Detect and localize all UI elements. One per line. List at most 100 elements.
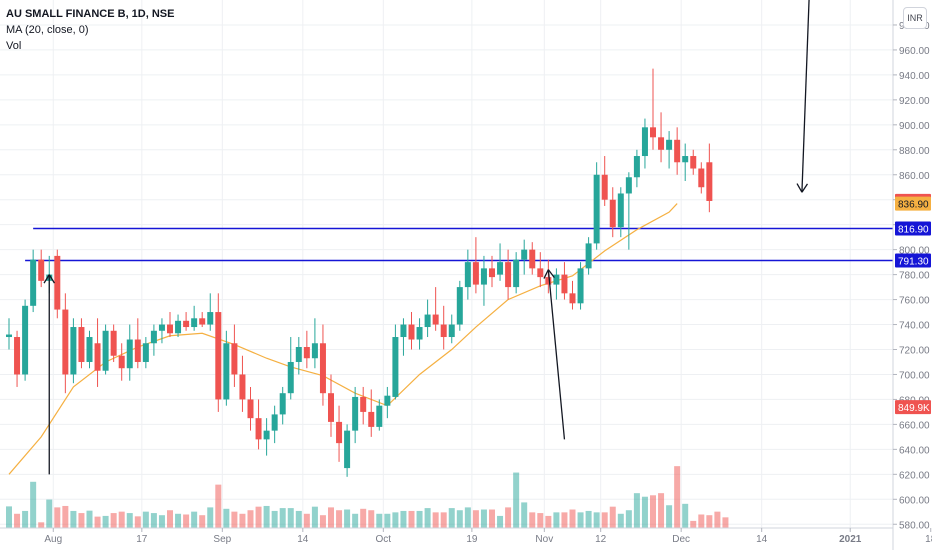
candle-body [22,305,29,375]
candle-body [118,355,125,369]
volume-bar [94,516,101,528]
price-tag-level [895,221,931,236]
annotation-arrow-shaft [801,0,810,193]
candle-body [344,430,351,469]
candle-body [239,374,246,400]
chart-legend: AU SMALL FINANCE B, 1D, NSE MA (20, clos… [6,6,174,54]
volume-bar [489,509,495,528]
candle-body [593,174,600,244]
volume-bar [30,481,37,528]
candle-body [601,174,608,200]
candle-body [311,343,318,359]
volume-bar [247,510,254,528]
candle-body [207,312,214,325]
volume-bar [255,506,262,528]
annotation-arrow-head [801,183,809,193]
volume-indicator-label[interactable]: Vol [6,40,22,52]
candle-body [489,268,495,278]
volume-bar [215,484,222,528]
volume-bar [86,510,93,528]
volume-bar [440,512,447,528]
volume-bar [408,510,415,528]
volume-bar [191,511,198,528]
annotation-arrow-head [796,183,803,193]
candle-body [271,414,278,431]
candle-body [666,139,673,150]
price-tick-label: 900.00 [899,121,930,132]
candle-body [392,337,399,397]
volume-bar [472,510,479,528]
volume-bar [183,514,190,528]
moving-average-line [8,203,678,475]
candle-body [30,259,37,306]
volume-bar [569,509,576,528]
volume-bar [448,508,455,528]
candle-body [625,177,632,194]
volume-bar [392,512,399,528]
volume-bar [714,511,721,528]
candle-body [440,324,447,338]
candle-body [609,199,616,228]
candle-body [38,259,45,281]
time-tick-label: Oct [376,534,392,545]
time-tick-label: 14 [297,534,309,545]
volume-bar [199,515,206,528]
volume-bar [722,517,729,528]
candle-body [513,259,520,288]
price-tag-label: 836.90 [898,200,929,211]
symbol-title[interactable]: AU SMALL FINANCE B, 1D, NSE [6,8,175,20]
volume-bar [223,508,230,528]
candle-body [577,268,584,304]
annotation-arrow-head [547,269,555,279]
volume-bar [14,513,21,528]
candle-body [360,396,367,412]
candle-body [319,343,326,394]
price-tag-label: 816.90 [898,225,929,236]
candle-body [279,393,286,415]
candle-body [641,127,648,157]
time-tick-label: 2021 [839,534,862,545]
volume-bar [505,507,512,528]
candle-body [553,274,560,285]
volume-bar [698,514,705,528]
volume-bar [295,510,302,528]
volume-bar [231,511,238,528]
volume-bar [368,510,375,528]
candle-body [142,343,149,362]
candle-body [376,405,383,427]
candle-body [295,347,302,362]
volume-bar [633,493,640,528]
volume-bar [416,510,423,528]
volume-bar [456,510,463,528]
volume-bar [150,513,157,528]
volume-bar [102,515,109,528]
volume-bar [658,493,665,528]
price-tick-label: 600.00 [899,495,930,506]
volume-bar [553,512,560,528]
price-tick-label: 740.00 [899,321,930,332]
candle-body [175,320,182,334]
volume-bar [690,520,697,528]
time-tick-label: 18 [925,534,932,545]
price-tick-label: 780.00 [899,271,930,282]
volume-bar [609,506,616,528]
price-tick-label: 620.00 [899,470,930,481]
price-tick-label: 800.00 [899,246,930,257]
candle-body [223,343,230,400]
time-tick-label: 14 [756,534,768,545]
candle-body [480,268,487,285]
candle-body [287,361,294,394]
volume-bar [545,515,552,528]
ma-indicator-label[interactable]: MA (20, close, 0) [6,24,89,36]
volume-bar [303,513,310,528]
volume-bar [666,505,673,528]
candle-body [158,324,165,331]
candle-body [263,430,270,440]
candle-body [585,243,592,269]
currency-badge[interactable]: INR [903,7,927,29]
volume-bar [521,502,528,528]
candle-body [191,318,198,328]
volume-bar [593,512,600,528]
volume-bar [336,510,343,528]
